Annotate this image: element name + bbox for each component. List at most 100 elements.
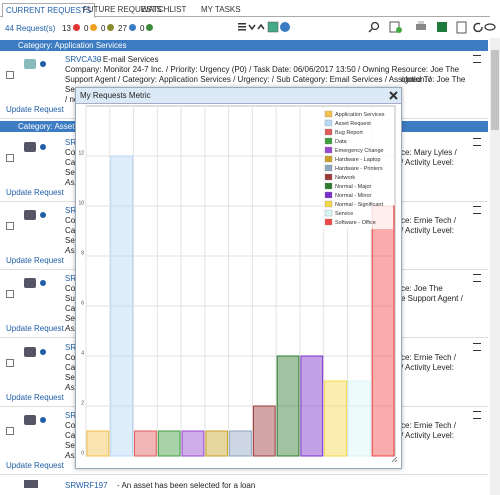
menu-icon [473, 138, 481, 146]
request-detail: Cat [65, 158, 78, 167]
y-tick-label: 10 [78, 200, 84, 206]
legend-label: Normal - Major [335, 184, 372, 190]
info-icon [40, 61, 46, 67]
update-request-link[interactable]: Update Request [6, 105, 64, 114]
legend-label: Application Services [335, 112, 385, 118]
legend-swatch [324, 137, 333, 145]
request-detail: Ser [65, 441, 78, 450]
tab[interactable]: FUTURE REQUESTS [83, 5, 162, 14]
legend-swatch [324, 200, 333, 208]
legend-label: Normal - Significant [335, 202, 383, 208]
y-tick-label: 8 [81, 250, 84, 256]
chart: 0 2 4 6 8 10 12 Application Services Asset Reque… [78, 105, 398, 463]
resize-handle [391, 456, 398, 463]
status-dot [129, 24, 136, 31]
request-detail: / Activity Level: [401, 431, 454, 440]
request-detail: Sup [65, 294, 80, 303]
legend-swatch [324, 182, 333, 190]
status-count: 13 [62, 24, 71, 33]
request-detail: Co [65, 284, 76, 293]
menu-icon [473, 55, 481, 63]
request-detail: Company: Monitor 24-7 Inc. / Priority: U… [65, 65, 460, 74]
request-detail: Ser [65, 314, 78, 323]
legend-swatch [324, 155, 333, 163]
info-icon [40, 349, 46, 355]
bar [347, 380, 371, 457]
request-detail: e Support Agent / [401, 294, 463, 303]
legend-label: Software - Office [335, 220, 376, 226]
info-icon [40, 144, 46, 150]
request-id-link[interactable]: SRV [65, 411, 82, 420]
request-detail: ce: Mary Lyles / [401, 148, 457, 157]
status-dot [90, 24, 97, 31]
tab[interactable]: CURRENT REQUESTS [2, 3, 96, 18]
request-id-link[interactable]: SRVCA30 [65, 55, 102, 64]
request-detail: Ser [65, 168, 78, 177]
scroll-thumb[interactable] [491, 50, 499, 130]
request-detail: Ass [65, 324, 79, 333]
request-detail: Ca [65, 304, 76, 313]
info-icon [40, 280, 46, 286]
request-detail: Ser [65, 373, 78, 382]
bar [110, 155, 134, 457]
bar [371, 205, 395, 457]
bar [134, 430, 157, 457]
legend-box [323, 108, 393, 229]
request-detail: ce: Ernie Tech / [401, 216, 456, 225]
request-count: 44 Request(s) [5, 24, 56, 33]
info-icon [40, 212, 46, 218]
legend-label: Service [335, 211, 353, 217]
legend-swatch [324, 110, 333, 118]
request-detail: / Activity Level: [401, 363, 454, 372]
legend-swatch [324, 119, 333, 127]
legend-swatch [324, 173, 333, 181]
tab-rule [0, 16, 490, 17]
y-tick-label: 0 [81, 450, 84, 456]
legend-swatch [324, 218, 333, 226]
request-detail: / Activity Level: [401, 158, 454, 167]
status-count: 0 [84, 24, 89, 33]
tab[interactable]: MY TASKS [201, 5, 241, 14]
request-detail: Co [65, 148, 76, 157]
update-request-link[interactable]: Update Request [6, 393, 64, 402]
status-count: 0 [101, 24, 106, 33]
legend-swatch [324, 164, 333, 172]
legend-label: Emergency Change [335, 148, 384, 154]
group-header: Category: Application Services [0, 40, 488, 51]
menu-icon [473, 411, 481, 419]
request-detail: Ser [65, 236, 78, 245]
row-icon [24, 278, 36, 288]
bar [205, 430, 229, 457]
request-detail: Cat [65, 431, 78, 440]
request-detail: ce: Ernie Tech / [401, 353, 456, 362]
row-separator [0, 474, 488, 475]
popup-header: My Requests Metric [76, 88, 401, 104]
menu-icon [473, 206, 481, 214]
menu-icon [473, 343, 481, 351]
bar [181, 430, 205, 457]
row-icon [24, 59, 36, 69]
update-request-link[interactable]: Update Request [6, 188, 64, 197]
update-request-link[interactable]: Update Request [6, 256, 64, 265]
y-tick-label: 6 [81, 300, 84, 306]
update-request-link[interactable]: Update Request [6, 324, 64, 333]
request-id-link[interactable]: SRV [65, 343, 82, 352]
request-detail: Cat [65, 226, 78, 235]
legend-swatch [324, 146, 333, 154]
request-id-link[interactable]: SRV [65, 206, 82, 215]
row-checkbox [6, 359, 14, 367]
row-checkbox [6, 290, 14, 298]
update-request-link[interactable]: Update Request [6, 461, 64, 470]
request-id-link[interactable]: SRV [65, 274, 82, 283]
row-checkbox [6, 222, 14, 230]
bar [276, 355, 300, 457]
request-detail: ce: Joe The [401, 284, 443, 293]
close-button[interactable] [389, 91, 398, 100]
legend-label: Hardware - Printers [335, 166, 383, 172]
legend-swatch [324, 209, 333, 217]
row-checkbox [6, 71, 14, 79]
request-id-link[interactable]: SRV [65, 138, 82, 147]
request-id-link[interactable]: SRWRF197 [65, 481, 108, 490]
legend-label: Network [335, 175, 355, 181]
tab[interactable]: WATCHLIST [141, 5, 187, 14]
